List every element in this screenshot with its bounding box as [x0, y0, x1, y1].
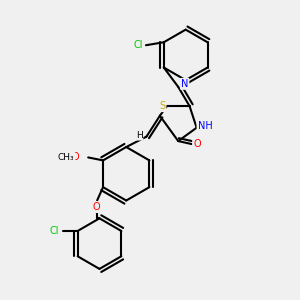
Text: O: O	[72, 152, 80, 162]
Text: NH: NH	[198, 121, 212, 131]
Text: H: H	[136, 130, 142, 140]
Text: O: O	[93, 202, 100, 212]
Text: Cl: Cl	[50, 226, 59, 236]
Text: S: S	[159, 101, 166, 111]
Text: O: O	[193, 139, 201, 149]
Text: N: N	[181, 79, 188, 89]
Text: Cl: Cl	[134, 40, 143, 50]
Text: CH₃: CH₃	[58, 153, 74, 162]
